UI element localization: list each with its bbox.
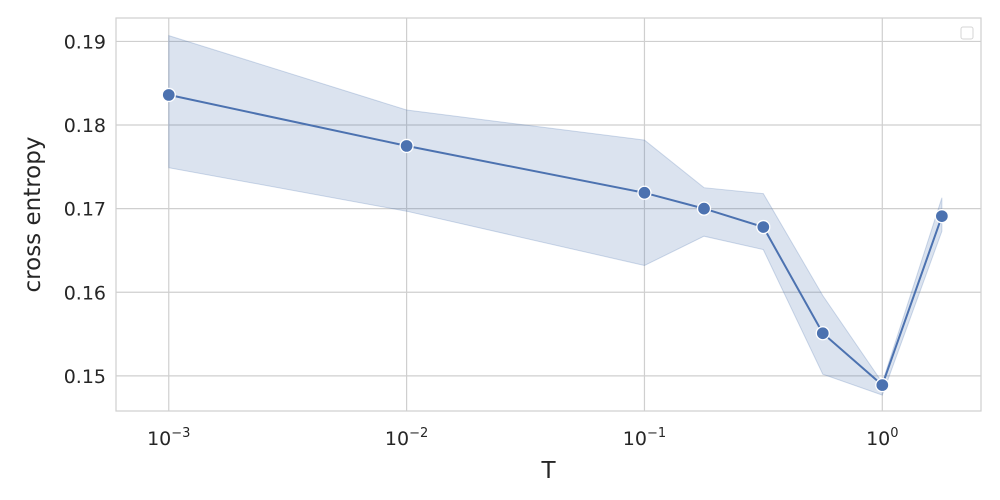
series-line [168,93,943,387]
data-point [696,201,712,216]
y-tick-label: 0.17 [64,199,106,221]
data-point [875,377,890,393]
legend-box [960,26,974,40]
x-tick-label: 10−2 [385,426,428,450]
y-tick-label: 0.19 [64,31,106,53]
y-tick-label: 0.18 [64,115,106,137]
y-axis-label: cross entropy [20,137,46,293]
data-point [934,209,950,224]
data-point [637,185,652,200]
confidence-band-layer [168,34,943,396]
series-line-layer [168,93,943,387]
x-tick-label: 10−1 [623,426,666,450]
plot-frame [115,17,982,412]
y-tick-labels: 0.15 0.16 0.17 0.18 0.19 [64,31,106,387]
y-tick-label: 0.16 [64,282,106,304]
data-point [815,326,830,341]
x-tick-label: 10−3 [147,426,190,450]
x-tick-label: 100 [866,426,898,450]
series-point-layer [161,87,950,393]
grid [116,18,981,411]
y-tick-label: 0.15 [64,366,106,388]
confidence-band [168,34,943,396]
data-point [161,87,176,103]
data-point [399,138,414,154]
x-axis-label: T [540,458,556,484]
data-point [756,219,771,235]
x-tick-labels: 10−3 10−2 10−1 100 [147,426,898,450]
